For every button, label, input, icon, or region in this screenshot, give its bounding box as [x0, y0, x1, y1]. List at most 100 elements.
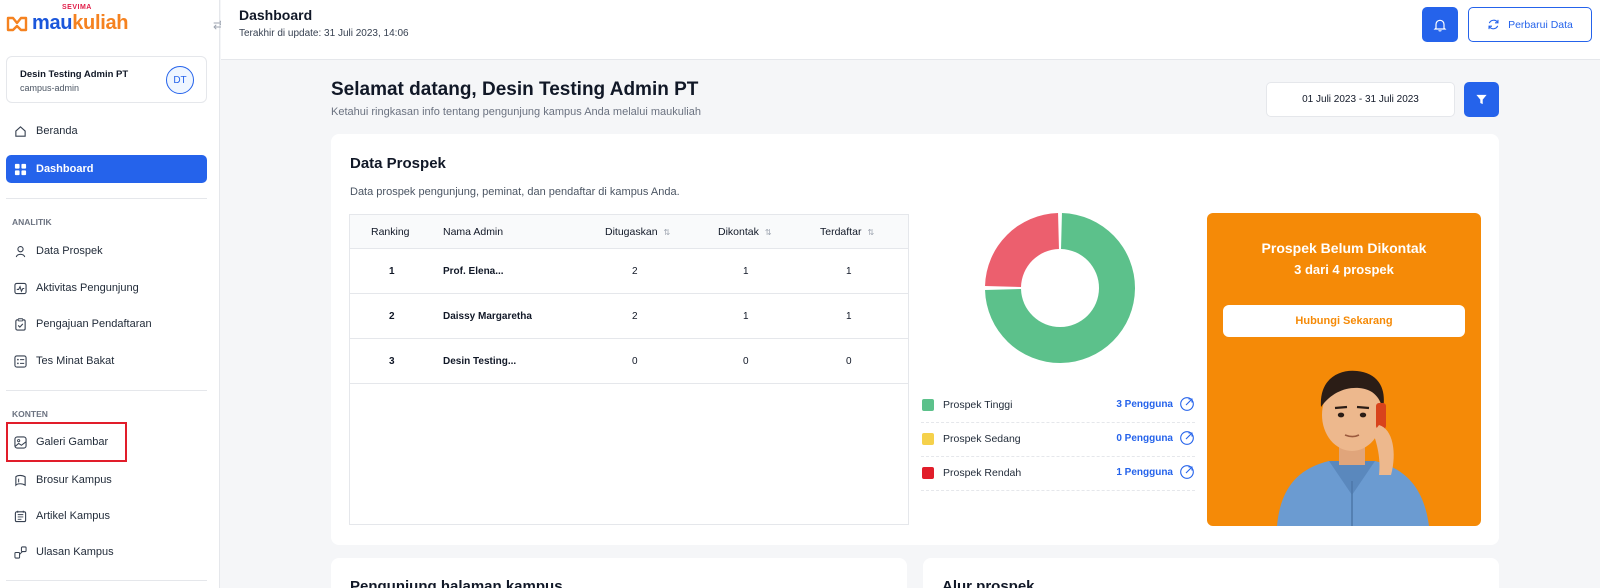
user-card[interactable]: Desin Testing Admin PT campus-admin DT [6, 56, 207, 103]
contact-now-button[interactable]: Hubungi Sekarang [1223, 305, 1465, 337]
collapse-sidebar-icon[interactable]: ⇄ [213, 18, 224, 32]
table-header: Ranking Nama Admin Ditugaskan ⇅ Dikontak ⇅… [350, 215, 908, 249]
nav-item-artikel-kampus[interactable]: Artikel Kampus [6, 502, 207, 530]
col-ditugaskan[interactable]: Ditugaskan ⇅ [605, 226, 670, 238]
person-on-phone-illustration [1277, 370, 1429, 526]
image-icon [13, 435, 27, 449]
legend-row-sedang: Prospek Sedang 0 Pengguna [921, 423, 1195, 457]
col-label: Dikontak [718, 226, 759, 238]
uncontacted-prospect-banner: Prospek Belum Dikontak 3 dari 4 prospek … [1207, 213, 1481, 526]
sort-icon[interactable]: ⇅ [867, 227, 875, 237]
review-icon [13, 545, 27, 559]
table-row[interactable]: 1 Prof. Elena... 2 1 1 [350, 249, 908, 294]
cell-dikontak: 1 [743, 266, 749, 277]
cell-name: Desin Testing... [443, 356, 517, 367]
nav-item-beranda[interactable]: Beranda [6, 117, 207, 145]
legend-label: Prospek Tinggi [943, 399, 1013, 411]
cell-name: Daissy Margaretha [443, 311, 532, 322]
cell-ditugaskan: 2 [632, 311, 638, 322]
sidebar: SEVIMA maukuliah ⇄ Desin Testing Admin P… [0, 0, 224, 588]
checklist-icon [13, 354, 27, 368]
col-label: Ranking [371, 226, 410, 238]
nav-label: Tes Minat Bakat [36, 355, 115, 367]
nav-item-data-prospek[interactable]: Data Prospek [6, 237, 207, 265]
filter-icon [1476, 94, 1487, 105]
grid-icon [13, 162, 27, 176]
brand-logo[interactable]: SEVIMA maukuliah [6, 4, 129, 35]
top-header: Dashboard Terakhir di update: 31 Juli 20… [221, 0, 1600, 60]
logo-mark-icon [6, 16, 28, 31]
notification-button[interactable] [1422, 7, 1458, 42]
nav-item-dashboard[interactable]: Dashboard [6, 155, 207, 183]
divider [6, 580, 207, 581]
legend-row-rendah: Prospek Rendah 1 Pengguna [921, 457, 1195, 491]
page-title: Dashboard [239, 7, 313, 23]
prospek-donut-chart [985, 213, 1135, 363]
legend-label: Prospek Rendah [943, 467, 1022, 479]
promo-subtitle: 3 dari 4 prospek [1294, 262, 1394, 277]
visitor-card: Pengunjung halaman kampus [331, 558, 907, 588]
section-analitik: ANALITIK [12, 217, 52, 227]
nav-label: Beranda [36, 125, 78, 137]
nav-label: Brosur Kampus [36, 474, 112, 486]
cell-rank: 1 [389, 266, 395, 277]
legend-swatch [922, 433, 934, 445]
clipboard-check-icon [13, 317, 27, 331]
legend-count[interactable]: 3 Pengguna [1116, 399, 1173, 410]
legend-count[interactable]: 1 Pengguna [1116, 467, 1173, 478]
donut-slice-prospek-rendah [985, 213, 1059, 287]
bell-icon [1433, 19, 1447, 32]
cell-rank: 2 [389, 311, 395, 322]
table-row[interactable]: 3 Desin Testing... 0 0 0 [350, 339, 908, 384]
col-terdaftar[interactable]: Terdaftar ⇅ [820, 226, 874, 238]
card-subtitle: Data prospek pengunjung, peminat, dan pe… [350, 186, 680, 198]
cell-terdaftar: 0 [846, 356, 852, 367]
nav-label: Data Prospek [36, 245, 103, 257]
nav-item-brosur-kampus[interactable]: Brosur Kampus [6, 466, 207, 494]
nav-item-pengajuan-pendaftaran[interactable]: Pengajuan Pendaftaran [6, 310, 207, 338]
nav-label: Pengajuan Pendaftaran [36, 318, 152, 330]
date-range-picker[interactable]: 01 Juli 2023 - 31 Juli 2023 [1266, 82, 1455, 117]
brochure-icon [13, 473, 27, 487]
nav-item-tes-minat-bakat[interactable]: Tes Minat Bakat [6, 347, 207, 375]
refresh-data-button[interactable]: Perbarui Data [1468, 7, 1592, 42]
refresh-icon [1488, 19, 1499, 30]
legend-count[interactable]: 0 Pengguna [1116, 433, 1173, 444]
external-link-icon[interactable] [1179, 464, 1195, 480]
refresh-label: Perbarui Data [1508, 18, 1573, 31]
donut-slice-prospek-tinggi [985, 213, 1135, 363]
promo-title: Prospek Belum Dikontak [1261, 240, 1427, 256]
brand-name-a: mau [32, 12, 73, 34]
table-row[interactable]: 2 Daissy Margaretha 2 1 1 [350, 294, 908, 339]
nav-item-aktivitas-pengunjung[interactable]: Aktivitas Pengunjung [6, 274, 207, 302]
nav-label: Aktivitas Pengunjung [36, 282, 139, 294]
nav-label: Ulasan Kampus [36, 546, 114, 558]
cell-dikontak: 0 [743, 356, 749, 367]
cell-dikontak: 1 [743, 311, 749, 322]
legend-row-tinggi: Prospek Tinggi 3 Pengguna [921, 389, 1195, 423]
col-dikontak[interactable]: Dikontak ⇅ [718, 226, 772, 238]
legend-swatch [922, 399, 934, 411]
prospek-table: Ranking Nama Admin Ditugaskan ⇅ Dikontak ⇅… [349, 214, 909, 525]
col-nama-admin: Nama Admin [443, 226, 503, 238]
data-prospek-card: Data Prospek Data prospek pengunjung, pe… [331, 134, 1499, 545]
brand-small: SEVIMA [62, 4, 92, 11]
nav-item-ulasan-kampus[interactable]: Ulasan Kampus [6, 538, 207, 566]
cell-ditugaskan: 0 [632, 356, 638, 367]
filter-button[interactable] [1464, 82, 1499, 117]
home-icon [13, 124, 27, 138]
nav-label: Galeri Gambar [36, 436, 109, 448]
sort-icon[interactable]: ⇅ [663, 227, 671, 237]
article-icon [13, 509, 27, 523]
nav-item-galeri-gambar[interactable]: Galeri Gambar [6, 428, 207, 456]
nav-label: Dashboard [36, 163, 94, 175]
divider [6, 390, 207, 391]
avatar[interactable]: DT [166, 66, 194, 94]
sort-icon[interactable]: ⇅ [764, 227, 772, 237]
cell-rank: 3 [389, 356, 395, 367]
highlight-box [6, 422, 127, 462]
external-link-icon[interactable] [1179, 396, 1195, 412]
legend-swatch [922, 467, 934, 479]
cell-ditugaskan: 2 [632, 266, 638, 277]
external-link-icon[interactable] [1179, 430, 1195, 446]
